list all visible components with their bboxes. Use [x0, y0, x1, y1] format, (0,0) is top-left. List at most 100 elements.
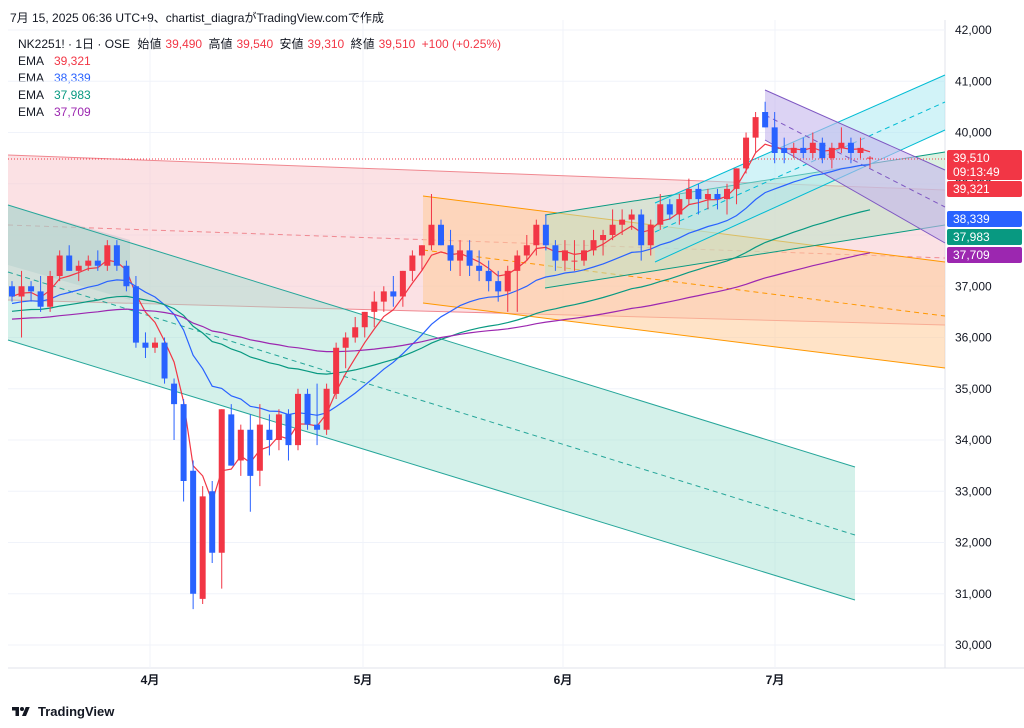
y-tick-label: 33,000	[955, 484, 992, 498]
candle	[867, 156, 873, 168]
candle	[828, 142, 835, 169]
ema-label: EMA	[18, 105, 45, 119]
candle	[75, 260, 82, 282]
candle	[714, 188, 721, 210]
candle	[847, 137, 854, 164]
candle	[676, 194, 683, 225]
candle	[390, 276, 397, 307]
candle	[733, 168, 740, 205]
candle	[304, 388, 311, 430]
candle	[9, 281, 15, 302]
y-tick-label: 31,000	[955, 587, 992, 601]
y-tick-label: 34,000	[955, 433, 992, 447]
candle	[199, 486, 206, 604]
candle	[838, 127, 845, 153]
channel-purple-upper	[764, 89, 946, 171]
candle	[37, 276, 44, 312]
candle	[161, 337, 168, 384]
candle	[47, 270, 54, 312]
candle	[771, 112, 778, 164]
candle	[457, 240, 464, 276]
candle	[256, 404, 263, 487]
candle	[295, 388, 301, 451]
candle	[228, 404, 235, 466]
candle	[809, 132, 816, 159]
candle	[514, 250, 521, 312]
regression-channels	[7, 74, 946, 601]
candle	[18, 270, 25, 338]
candle	[418, 245, 425, 271]
candle	[142, 332, 149, 358]
candle	[581, 240, 587, 266]
candle	[704, 188, 711, 210]
y-tick-label: 30,000	[955, 638, 992, 652]
price-chart[interactable]: 30,000 31,000 32,000 33,000 34,000 35,000 36,0…	[0, 0, 1024, 700]
candle	[590, 229, 597, 256]
channel-purple-lower	[764, 139, 946, 244]
candle	[743, 132, 750, 174]
candle	[466, 240, 473, 276]
candle	[533, 219, 540, 256]
channel-orange-lower	[422, 302, 946, 369]
candle	[132, 276, 139, 348]
candle	[762, 101, 769, 128]
price-badge: 37,709	[947, 247, 1022, 263]
candle	[323, 383, 330, 435]
time-axis: 4月 5月 6月 7月	[141, 673, 785, 687]
candle	[609, 209, 616, 241]
candle	[380, 286, 387, 312]
channel-cyan-mid	[654, 101, 946, 233]
candle	[447, 229, 454, 271]
ema-row-3[interactable]: EMA 37,983	[18, 87, 504, 104]
candle	[752, 112, 759, 153]
candle	[85, 255, 92, 271]
candle	[657, 194, 664, 230]
channel-cyan	[655, 75, 945, 262]
candle	[695, 183, 702, 215]
candle	[209, 481, 216, 563]
y-tick-label: 41,000	[955, 74, 992, 88]
candle	[342, 332, 349, 369]
candle	[857, 137, 864, 159]
y-tick-label: 40,000	[955, 126, 992, 140]
candle	[237, 424, 244, 476]
candle	[104, 240, 111, 271]
candle	[781, 137, 788, 164]
ema-label: EMA	[18, 88, 45, 102]
ema-line	[11, 164, 871, 416]
price-badge-value: 37,709	[953, 248, 990, 262]
footer-brand-label: TradingView	[38, 704, 115, 719]
candle	[819, 137, 826, 164]
channel-green-lower	[544, 224, 946, 289]
candle	[724, 183, 730, 215]
x-tick-label: 7月	[766, 673, 785, 687]
footer-brand[interactable]: TradingView	[10, 704, 114, 719]
channel-orange-mid	[422, 249, 946, 317]
candle	[371, 291, 378, 328]
candle	[180, 399, 187, 502]
price-badge-value: 39,510	[953, 151, 990, 165]
candle	[552, 240, 559, 271]
ema-value: 37,983	[54, 88, 91, 102]
symbol-label[interactable]: NK2251! · 1日 · OSE	[18, 37, 131, 51]
candle	[542, 214, 549, 251]
candle	[790, 142, 797, 159]
candle	[647, 219, 654, 256]
y-tick-label: 36,000	[955, 331, 992, 345]
change-value: +100 (+0.25%)	[421, 37, 502, 51]
candle	[438, 219, 444, 246]
ema-row-1[interactable]: EMA 39,321	[18, 53, 504, 70]
low-label: 安値	[279, 37, 304, 51]
candle	[56, 250, 63, 282]
candle	[247, 414, 254, 512]
candle	[561, 240, 568, 271]
candle	[800, 137, 807, 159]
ema-row-4[interactable]: EMA 37,709	[18, 104, 504, 121]
price-badge-value: 37,983	[953, 230, 990, 244]
candle	[571, 240, 578, 271]
candle	[314, 383, 321, 446]
high-label: 高値	[208, 37, 233, 51]
y-tick-label: 32,000	[955, 536, 992, 550]
tradingview-logo-icon	[12, 706, 30, 716]
